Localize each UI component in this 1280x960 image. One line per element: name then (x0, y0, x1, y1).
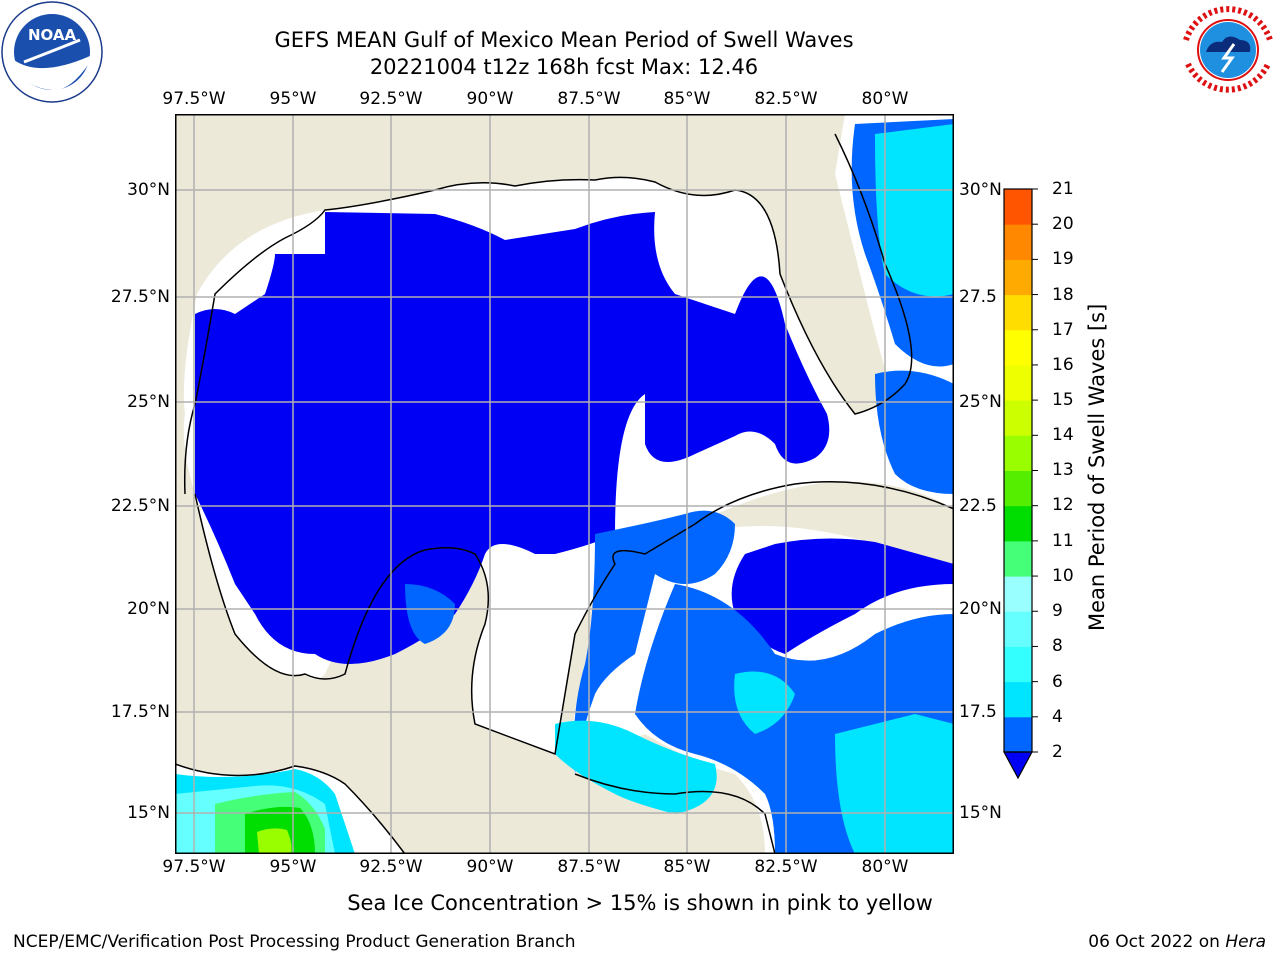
colorbar-segment (1004, 259, 1032, 296)
swell-zone-2-4s (573, 510, 735, 774)
coastline (194, 493, 696, 756)
noaa-logo: NOAA (0, 0, 104, 104)
swell-zone-4-6s (835, 714, 954, 854)
colorbar (1000, 186, 1040, 782)
lat-tick-label: 15°N (959, 803, 1002, 823)
lon-tick-label: 95°W (269, 89, 317, 109)
lat-tick-label: 20°N (959, 599, 1002, 619)
colorbar-segment (1004, 716, 1032, 753)
colorbar-tick-label: 4 (1052, 707, 1063, 727)
lon-tick-label: 87.5°W (557, 89, 621, 109)
sea-ice-note: Sea Ice Concentration > 15% is shown in … (347, 891, 933, 915)
swell-zone-below-2s (731, 538, 954, 654)
swell-zone-4-6s (734, 671, 795, 734)
colorbar-tick-label: 10 (1052, 566, 1074, 586)
lat-tick-label: 27.5 (959, 287, 997, 307)
footer-machine: Hera (1225, 932, 1266, 952)
colorbar-label: Mean Period of Swell Waves [s] (1085, 303, 1109, 631)
coastline (183, 133, 913, 495)
lat-tick-label: 15°N (127, 803, 170, 823)
colorbar-tick-label: 21 (1052, 179, 1074, 199)
lat-tick-label: 17.5 (959, 702, 997, 722)
lat-tick-label: 30°N (959, 180, 1002, 200)
colorbar-segment (1004, 646, 1032, 683)
colorbar-tick-label: 8 (1052, 636, 1063, 656)
colorbar-segment (1004, 576, 1032, 612)
colorbar-segment (1004, 540, 1032, 577)
colorbar-tick-label: 12 (1052, 495, 1074, 515)
colorbar-segment (1004, 681, 1032, 718)
lon-tick-label: 85°W (663, 857, 711, 877)
colorbar-segment (1004, 294, 1032, 331)
colorbar-segment (1004, 364, 1032, 401)
colorbar-tick-label: 13 (1052, 460, 1074, 480)
lat-tick-label: 20°N (127, 599, 170, 619)
lon-tick-label: 97.5°W (162, 857, 226, 877)
swell-zone-12-13s (257, 828, 292, 854)
colorbar-tick-label: 19 (1052, 249, 1074, 269)
chart-subtitle: 20221004 t12z 168h fcst Max: 12.46 (369, 55, 759, 79)
lon-tick-label: 90°W (466, 857, 514, 877)
colorbar-tick-label: 17 (1052, 320, 1074, 340)
footer-date-text: 06 Oct 2022 on (1088, 932, 1226, 952)
colorbar-tick-label: 11 (1052, 531, 1074, 551)
colorbar-tick-label: 18 (1052, 285, 1074, 305)
lon-tick-label: 85°W (663, 89, 711, 109)
lon-tick-label: 95°W (269, 857, 317, 877)
colorbar-segment (1004, 224, 1032, 260)
colorbar-svg (1002, 188, 1038, 780)
swell-zone-2-4s (405, 584, 455, 644)
lat-tick-label: 25°N (959, 392, 1002, 412)
colorbar-tick-label: 14 (1052, 425, 1074, 445)
lon-tick-label: 90°W (466, 89, 514, 109)
lon-tick-label: 80°W (861, 857, 909, 877)
lat-tick-label: 30°N (127, 180, 170, 200)
colorbar-segment (1004, 189, 1032, 225)
lon-tick-label: 97.5°W (162, 89, 226, 109)
colorbar-segment (1004, 505, 1032, 542)
nws-logo (1176, 0, 1280, 104)
colorbar-tick-label: 20 (1052, 214, 1074, 234)
lat-tick-label: 25°N (127, 392, 170, 412)
colorbar-tick-label: 2 (1052, 742, 1063, 762)
map-svg (175, 114, 954, 854)
colorbar-segment (1004, 400, 1032, 436)
chart-title: GEFS MEAN Gulf of Mexico Mean Period of … (274, 28, 854, 52)
colorbar-extend-triangle (1002, 751, 1034, 780)
colorbar-tick-label: 9 (1052, 601, 1063, 621)
lon-tick-label: 92.5°W (359, 857, 423, 877)
footer-credit: NCEP/EMC/Verification Post Processing Pr… (13, 932, 576, 952)
lat-tick-label: 17.5°N (110, 702, 170, 722)
colorbar-segment (1004, 470, 1032, 507)
lon-tick-label: 82.5°W (754, 857, 818, 877)
lat-tick-label: 27.5°N (110, 287, 170, 307)
lat-tick-label: 22.5°N (110, 496, 170, 516)
swell-zone-4-6s (875, 124, 954, 297)
colorbar-segment (1004, 435, 1032, 471)
map-gridlines (175, 114, 954, 854)
lat-tick-label: 22.5 (959, 496, 997, 516)
footer-date: 06 Oct 2022 on Hera (1088, 932, 1266, 952)
colorbar-segment (1004, 329, 1032, 366)
colorbar-tick-label: 16 (1052, 355, 1074, 375)
lon-tick-label: 82.5°W (754, 89, 818, 109)
colorbar-segment (1004, 611, 1032, 647)
map-frame (175, 114, 954, 854)
coastline (574, 773, 776, 854)
colorbar-tick-label: 6 (1052, 672, 1063, 692)
lon-tick-label: 80°W (861, 89, 909, 109)
map-panel (175, 114, 954, 854)
lon-tick-label: 92.5°W (359, 89, 423, 109)
colorbar-tick-label: 15 (1052, 390, 1074, 410)
coastline (175, 763, 406, 854)
swell-zone-below-2s (195, 212, 830, 664)
swell-zone-4-6s (555, 720, 717, 814)
svg-text:NOAA: NOAA (28, 26, 77, 44)
lon-tick-label: 87.5°W (557, 857, 621, 877)
